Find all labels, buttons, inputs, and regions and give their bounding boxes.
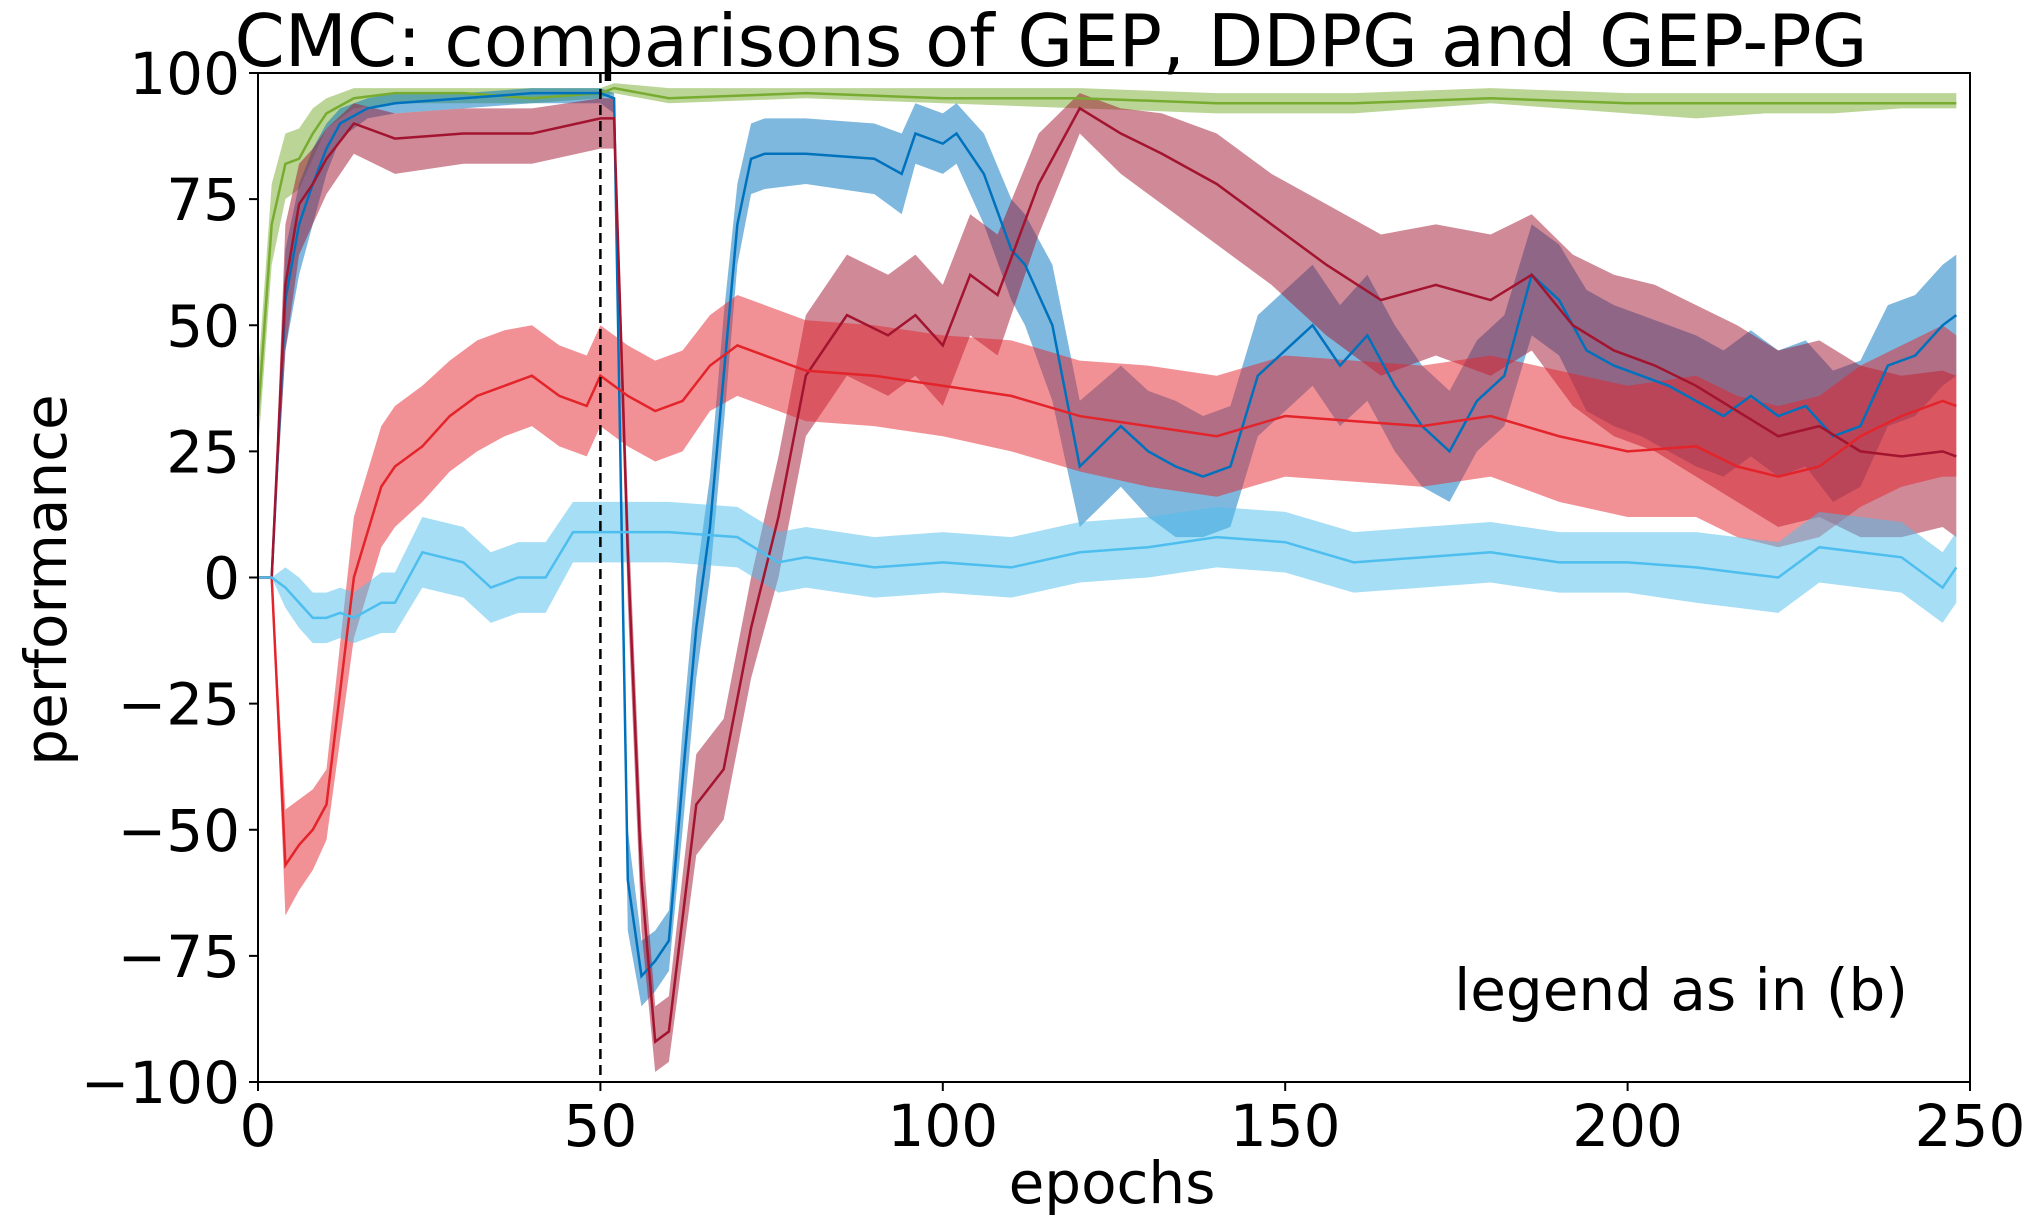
x-axis-label: epochs: [1009, 1149, 1216, 1217]
chart-title: CMC: comparisons of GEP, DDPG and GEP-PG: [234, 0, 1867, 83]
y-tick-label: −100: [81, 1049, 240, 1117]
y-tick-label: 75: [166, 166, 240, 234]
series-4-line: [258, 344, 1957, 869]
x-tick-label: 50: [563, 1092, 637, 1160]
y-tick-label: 0: [203, 545, 240, 613]
y-axis: −100 −75 −50 −25 0 25 50 75 100: [81, 40, 258, 1117]
series-5-band: [258, 501, 1957, 644]
series-lines: [256, 86, 1958, 1044]
series-4-band: [258, 294, 1957, 916]
x-tick-label: 100: [887, 1092, 998, 1160]
y-tick-label: 100: [129, 40, 240, 108]
y-axis-label: performance: [12, 394, 80, 765]
x-tick-label: 250: [1915, 1092, 2026, 1160]
x-axis: 0 50 100 150 200 250: [240, 1082, 2026, 1160]
y-tick-label: 50: [166, 292, 240, 360]
confidence-bands: [258, 83, 1957, 1072]
series-3-line: [258, 106, 1957, 1044]
y-tick-label: 25: [166, 418, 240, 486]
y-tick-label: −75: [118, 923, 240, 991]
legend-note: legend as in (b): [1454, 956, 1908, 1024]
plot-area: [256, 72, 1971, 1083]
series-3-band: [258, 93, 1957, 1072]
x-tick-label: 200: [1572, 1092, 1683, 1160]
series-1-line: [256, 86, 1957, 417]
x-tick-label: 150: [1230, 1092, 1341, 1160]
x-tick-label: 0: [240, 1092, 277, 1160]
series-5-line: [258, 530, 1958, 620]
y-tick-label: −25: [118, 671, 240, 739]
y-tick-label: −50: [118, 797, 240, 865]
